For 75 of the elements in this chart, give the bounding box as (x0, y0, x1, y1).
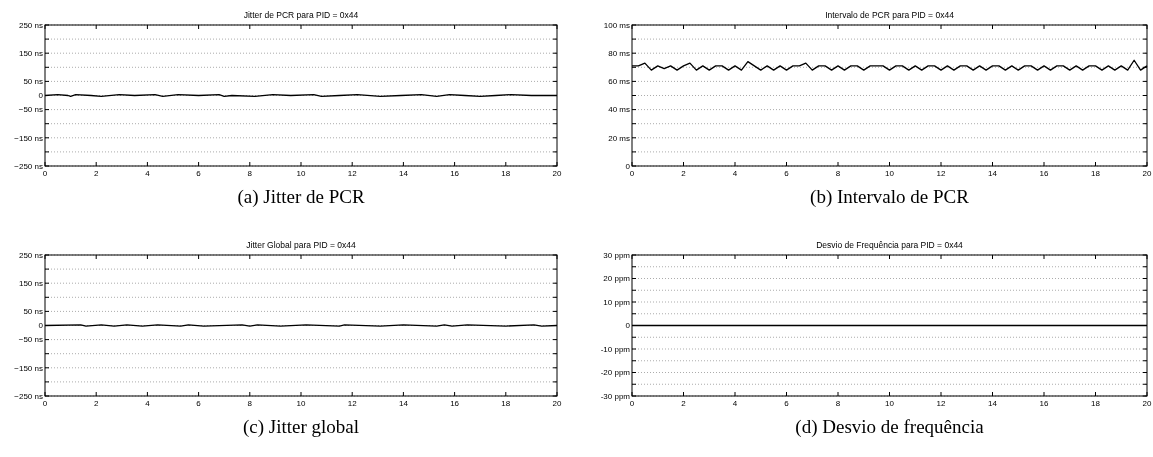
x-tick-label: 20 (552, 169, 562, 178)
y-tick-label: 20 ppm (603, 274, 631, 284)
x-tick-label: 18 (1091, 169, 1101, 178)
x-tick-label: 6 (784, 169, 790, 178)
x-tick-label: 10 (296, 399, 306, 408)
y-tick-label: 150 ns (18, 49, 43, 58)
x-tick-label: 20 (1142, 169, 1152, 178)
x-tick-label: 4 (732, 399, 738, 408)
y-tick-label: 0 (38, 321, 44, 331)
y-tick-label: 0 (38, 91, 44, 101)
y-tick-label: −150 ns (14, 133, 43, 143)
y-tick-label: −50 ns (18, 335, 43, 345)
y-tick-label: 60 ms (608, 77, 630, 87)
chart-title: Jitter Global para PID = 0x44 (246, 240, 356, 250)
x-tick-label: 4 (145, 169, 151, 178)
x-tick-label: 16 (450, 399, 460, 408)
x-tick-label: 20 (1142, 399, 1152, 408)
y-tick-label: 250 ns (18, 20, 43, 30)
x-tick-label: 4 (732, 169, 738, 178)
y-tick-label: -20 ppm (600, 368, 631, 378)
text: (a) Jitter de PCR (237, 186, 365, 208)
x-tick-label: 12 (936, 399, 946, 408)
y-tick-label: 150 ns (18, 279, 43, 288)
x-tick-label: 8 (835, 399, 841, 408)
x-tick-label: 8 (247, 169, 253, 178)
y-tick-label: 20 ms (608, 133, 630, 143)
y-tick-label: −150 ns (14, 363, 43, 373)
x-tick-label: 14 (398, 169, 409, 178)
x-tick-label: 14 (398, 399, 409, 408)
x-tick-label: 6 (784, 399, 790, 408)
y-tick-label: 100 ms (603, 20, 630, 30)
y-tick-label: 0 (625, 161, 631, 171)
y-tick-label: 80 ms (608, 49, 630, 58)
y-tick-label: 0 (625, 321, 631, 331)
x-tick-label: 12 (347, 169, 358, 178)
chart-title: Jitter de PCR para PID = 0x44 (243, 10, 359, 20)
x-tick-label: 8 (835, 169, 841, 178)
y-tick-label: 30 ppm (603, 250, 631, 260)
text: (c) Jitter global (242, 416, 360, 438)
x-tick-label: 18 (501, 399, 511, 408)
y-tick-label: −250 ns (14, 161, 43, 171)
x-tick-label: 8 (247, 399, 253, 408)
x-tick-label: 16 (450, 169, 460, 178)
y-tick-label: −250 ns (14, 391, 43, 401)
y-tick-label: 10 ppm (603, 297, 631, 307)
y-tick-label: −50 ns (18, 105, 43, 115)
chart-title: Intervalo de PCR para PID = 0x44 (825, 10, 955, 20)
x-tick-label: 10 (296, 169, 306, 178)
x-tick-label: 14 (988, 399, 998, 408)
x-tick-label: 20 (552, 399, 562, 408)
x-tick-label: 18 (1091, 399, 1101, 408)
x-tick-label: 14 (988, 169, 998, 178)
x-tick-label: 2 (681, 399, 687, 408)
y-tick-label: -10 ppm (600, 344, 631, 354)
x-tick-label: 12 (936, 169, 946, 178)
x-tick-label: 12 (347, 399, 358, 408)
x-tick-label: 16 (1039, 169, 1049, 178)
y-tick-label: -30 ppm (600, 391, 631, 401)
text: (b) Intervalo de PCR (810, 186, 970, 208)
x-tick-label: 16 (1039, 399, 1049, 408)
text: (d) Desvio de frequência (795, 416, 985, 438)
y-tick-label: 40 ms (608, 105, 630, 115)
x-tick-label: 4 (145, 399, 151, 408)
chart-title: Desvio de Frequência para PID = 0x44 (816, 240, 964, 250)
x-tick-label: 2 (681, 169, 687, 178)
y-tick-label: 50 ns (23, 77, 43, 87)
x-tick-label: 6 (196, 169, 202, 178)
x-tick-label: 18 (501, 169, 511, 178)
x-tick-label: 2 (93, 169, 99, 178)
x-tick-label: 6 (196, 399, 202, 408)
x-tick-label: 10 (885, 399, 895, 408)
y-tick-label: 50 ns (23, 307, 43, 317)
y-tick-label: 250 ns (18, 250, 43, 260)
x-tick-label: 10 (885, 169, 895, 178)
x-tick-label: 2 (93, 399, 99, 408)
